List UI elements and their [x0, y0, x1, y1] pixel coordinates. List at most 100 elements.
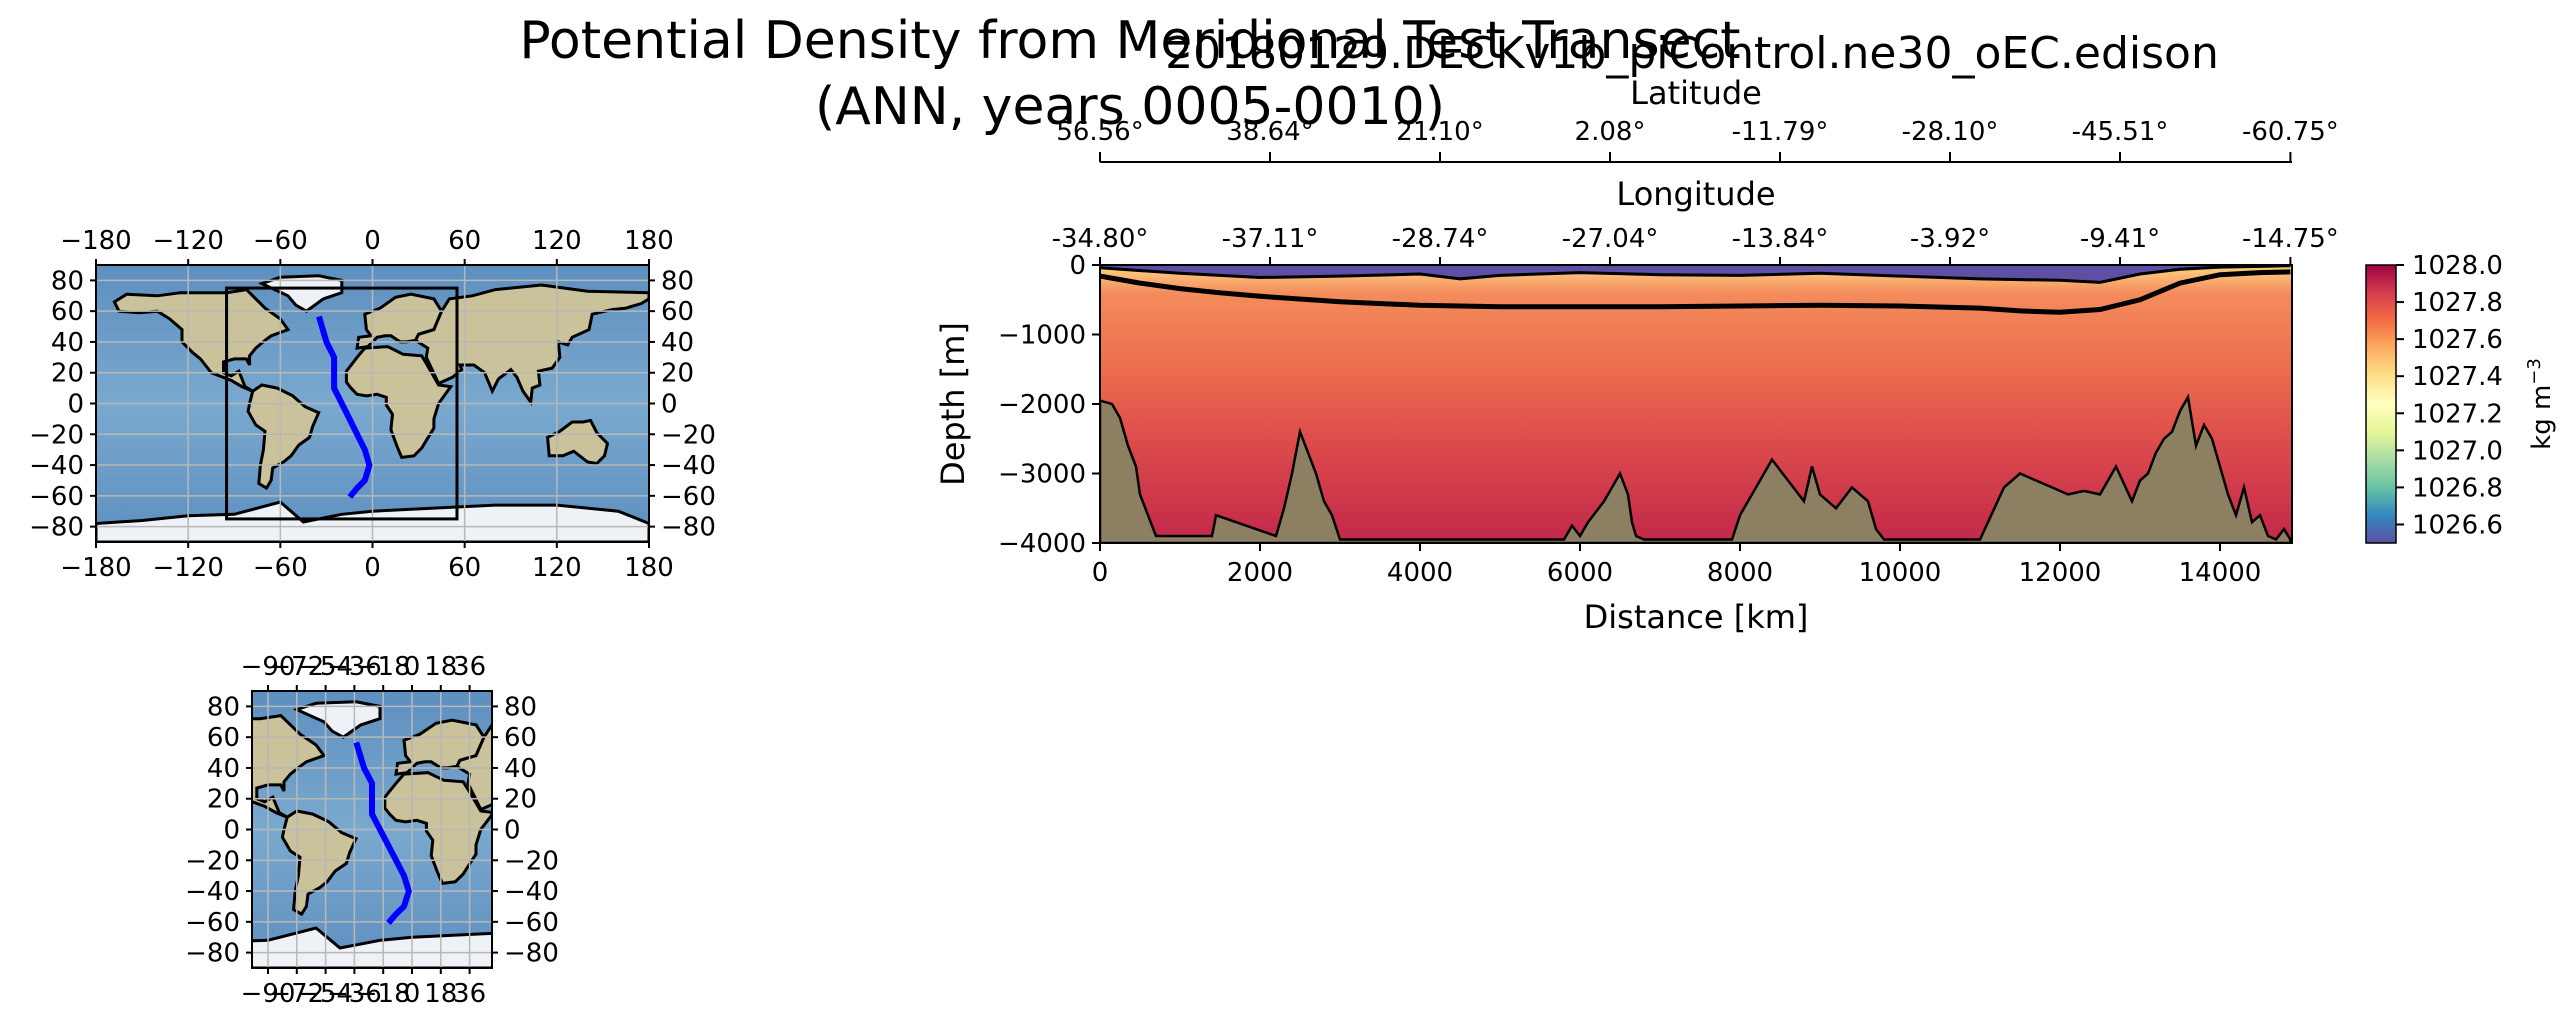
colorbar-tick-label: 1027.4: [2412, 362, 2503, 392]
zoom-lon-label-top: −36: [327, 652, 382, 682]
global-lat-label-right: 60: [661, 297, 694, 327]
zoom-region-box: [225, 286, 459, 521]
latitude-axis: 56.56° 38.64° 21.10° 2.08° -11.79° -28.10° -45…: [1056, 117, 2339, 162]
distance-tick-label: 10000: [1859, 558, 1942, 588]
zoom-transect-line: [353, 741, 412, 925]
zoom-lat-label-left: 60: [207, 723, 240, 753]
latitude-tick-label: -45.51°: [2072, 117, 2169, 147]
zoom-lat-label-right: 20: [504, 785, 537, 815]
distance-tick-label: 14000: [2179, 558, 2262, 588]
zoom-lon-label-top: 36: [453, 652, 486, 682]
density-section-panel: 0 2000 4000 6000 8000 10000 12000 14000 0 −1000 −…: [934, 74, 2339, 636]
global-map-panel: −180 −180 −120 −120 −60 −60 0 0 60 60 120 120 180 180…: [29, 226, 716, 583]
zoom-lat-label-right: −80: [504, 939, 559, 969]
zoom-lon-label-bottom: 0: [404, 979, 421, 1009]
zoom-lon-label-top: −72: [269, 652, 324, 682]
global-lon-label-bottom: 60: [448, 553, 481, 583]
colorbar-tick-label: 1027.6: [2412, 325, 2503, 355]
zoom-australia: [594, 846, 656, 889]
zoom-lat-label-left: 40: [207, 754, 240, 784]
depth-tick-label: −2000: [998, 390, 1086, 420]
distance-tick-label: 4000: [1387, 558, 1453, 588]
global-lat-label-left: 40: [51, 328, 84, 358]
global-lon-label-bottom: 0: [364, 553, 381, 583]
zoom-lat-label-right: 40: [504, 754, 537, 784]
longitude-tick-label: -37.11°: [1222, 224, 1319, 254]
zoom-map-panel: −90−90−72−72−54−54−36−36−18−180018183636…: [185, 652, 656, 1009]
lower-isopycnal-contour: [1100, 269, 2291, 315]
zoom-lat-label-right: −60: [504, 908, 559, 938]
distance-tick-label: 12000: [2019, 558, 2102, 588]
zoom-lon-label-bottom: −54: [298, 979, 353, 1009]
depth-tick-label: 0: [1069, 251, 1086, 281]
longitude-tick-label: -9.41°: [2080, 224, 2160, 254]
global-lon-label-bottom: −180: [60, 553, 131, 583]
zoom-lon-label-bottom: −72: [269, 979, 324, 1009]
global-greenland: [257, 274, 344, 313]
zoom-lat-label-left: −80: [185, 939, 240, 969]
figure-title-line2: (ANN, years 0005-0010): [815, 77, 1445, 137]
global-land: [96, 274, 649, 542]
upper-isopycnal-contour: [1100, 265, 2291, 284]
latitude-axis-label: Latitude: [1630, 74, 1762, 112]
latitude-tick-label: -11.79°: [1732, 117, 1829, 147]
zoom-lat-label-right: −20: [504, 846, 559, 876]
global-map-ticks: −180 −180 −120 −120 −60 −60 0 0 60 60 120 120 180 180…: [29, 226, 716, 583]
run-title: 20180129.DECKv1b_piControl.ne30_oEC.edis…: [1165, 28, 2219, 79]
zoom-lat-label-left: −40: [185, 877, 240, 907]
depth-axis-ticks: 0 −1000 −2000 −3000 −4000: [998, 251, 1100, 559]
global-lon-label-bottom: −60: [253, 553, 308, 583]
zoom-lon-label-top: 0: [404, 652, 421, 682]
zoom-lat-label-right: 60: [504, 723, 537, 753]
colorbar-ticks: 1028.0 1027.8 1027.6 1027.4 1027.2 1027.0 1026…: [2396, 251, 2503, 540]
zoom-lon-label-bottom: −36: [327, 979, 382, 1009]
global-lon-label-top: 60: [448, 226, 481, 256]
zoom-lon-label-bottom: −18: [356, 979, 411, 1009]
depth-tick-label: −4000: [998, 529, 1086, 559]
global-gridlines: [96, 265, 649, 542]
global-lat-label-left: −60: [29, 482, 84, 512]
zoom-lon-label-bottom: 18: [424, 979, 457, 1009]
longitude-tick-label: -3.92°: [1910, 224, 1990, 254]
distance-tick-label: 0: [1092, 558, 1109, 588]
colorbar-tick-label: 1026.8: [2412, 473, 2503, 503]
zoom-lon-label-top: 18: [424, 652, 457, 682]
zoom-gridlines: [252, 691, 492, 968]
global-lat-label-right: 0: [661, 390, 678, 420]
longitude-axis-label: Longitude: [1616, 175, 1775, 213]
zoom-lon-label-top: −90: [241, 652, 296, 682]
zoom-lon-label-top: −18: [356, 652, 411, 682]
global-lat-label-right: 40: [661, 328, 694, 358]
zoom-asia: [454, 723, 492, 812]
zoom-lat-label-left: −60: [185, 908, 240, 938]
colorbar-tick-label: 1028.0: [2412, 251, 2503, 281]
zoom-lat-label-right: 80: [504, 692, 537, 722]
global-lat-label-right: −20: [661, 420, 716, 450]
colorbar-gradient: [2365, 264, 2397, 544]
colorbar-tick-label: 1027.0: [2412, 436, 2503, 466]
depth-axis-label: Depth [m]: [934, 322, 972, 486]
global-lat-label-left: 60: [51, 297, 84, 327]
colorbar-tick-label: 1027.2: [2412, 399, 2503, 429]
zoom-lat-label-right: 0: [504, 816, 521, 846]
latitude-tick-label: 2.08°: [1575, 117, 1646, 147]
global-lat-label-right: 80: [661, 266, 694, 296]
colorbar-tick-label: 1026.6: [2412, 510, 2503, 540]
colorbar-label: kg m−3: [2524, 358, 2557, 450]
depth-tick-label: −3000: [998, 460, 1086, 490]
global-australia: [546, 418, 610, 466]
latitude-tick-label: -28.10°: [1902, 117, 1999, 147]
zoom-antarctica: [252, 926, 492, 968]
longitude-tick-label: -28.74°: [1392, 224, 1489, 254]
longitude-axis: -34.80° -37.11° -28.74° -27.04° -13.84° -3.92…: [1052, 224, 2339, 265]
depth-tick-label: −1000: [998, 321, 1086, 351]
global-lon-label-bottom: 180: [624, 553, 674, 583]
distance-tick-label: 8000: [1707, 558, 1773, 588]
global-lat-label-left: −80: [29, 513, 84, 543]
global-lat-label-left: −20: [29, 420, 84, 450]
zoom-lon-label-bottom: −90: [241, 979, 296, 1009]
distance-tick-label: 2000: [1227, 558, 1293, 588]
global-lat-label-left: −40: [29, 451, 84, 481]
zoom-lat-label-left: 80: [207, 692, 240, 722]
